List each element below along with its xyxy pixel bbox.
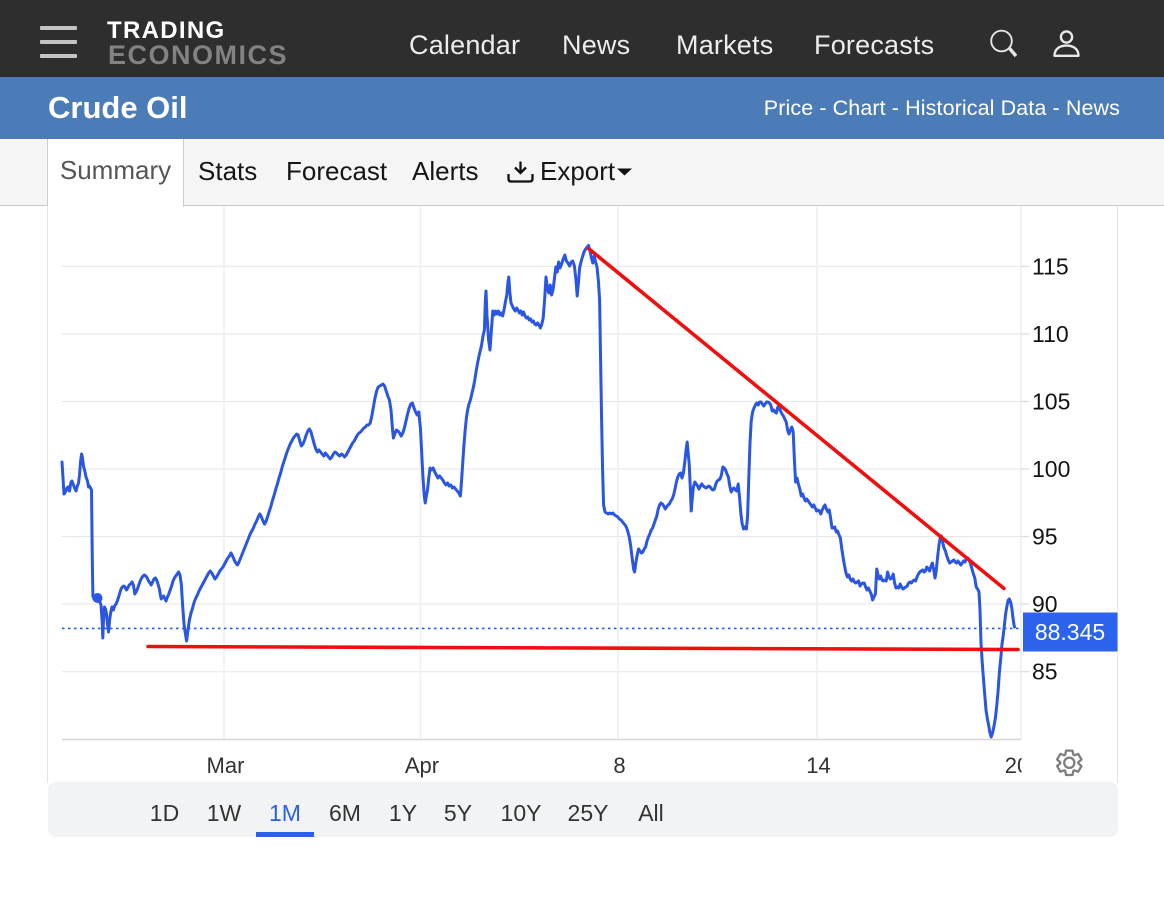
svg-text:100: 100 [1032,456,1070,482]
svg-text:20: 20 [1005,753,1029,778]
svg-text:8: 8 [613,753,625,778]
svg-text:Mar: Mar [207,753,245,778]
svg-text:88.345: 88.345 [1035,619,1105,645]
svg-text:115: 115 [1032,253,1069,279]
svg-text:105: 105 [1032,389,1070,415]
svg-text:95: 95 [1032,524,1058,550]
svg-text:85: 85 [1032,659,1058,685]
svg-text:Apr: Apr [405,753,439,778]
svg-text:110: 110 [1032,321,1069,347]
svg-text:14: 14 [806,753,830,778]
